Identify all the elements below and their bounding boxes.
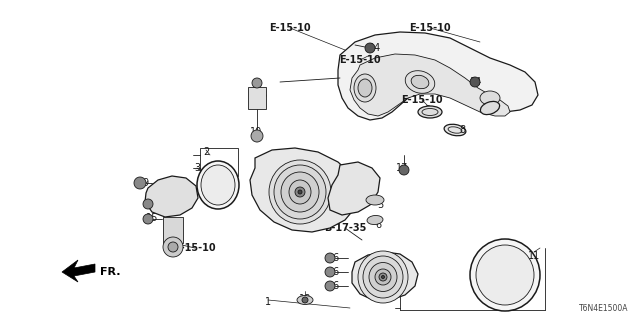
Ellipse shape bbox=[470, 239, 540, 311]
Polygon shape bbox=[145, 176, 198, 217]
Circle shape bbox=[365, 43, 375, 53]
Text: 9: 9 bbox=[142, 178, 148, 188]
Ellipse shape bbox=[405, 71, 435, 93]
Circle shape bbox=[251, 130, 263, 142]
Text: E-15-10: E-15-10 bbox=[409, 23, 451, 33]
Text: 6: 6 bbox=[375, 220, 381, 230]
Text: 18: 18 bbox=[299, 294, 311, 304]
Ellipse shape bbox=[358, 79, 372, 97]
Text: 1: 1 bbox=[265, 297, 271, 307]
Text: E-15-10: E-15-10 bbox=[269, 23, 311, 33]
Text: 12: 12 bbox=[504, 260, 516, 270]
Text: E-15-10: E-15-10 bbox=[339, 55, 381, 65]
Text: T6N4E1500A: T6N4E1500A bbox=[579, 304, 628, 313]
Text: 16: 16 bbox=[328, 281, 340, 291]
Text: 8: 8 bbox=[459, 125, 465, 135]
Ellipse shape bbox=[366, 195, 384, 205]
Text: 8: 8 bbox=[424, 105, 430, 115]
Text: 15: 15 bbox=[146, 199, 158, 209]
Circle shape bbox=[470, 77, 480, 87]
Text: 4: 4 bbox=[175, 190, 181, 200]
Ellipse shape bbox=[369, 262, 397, 292]
Text: E-15-10: E-15-10 bbox=[174, 243, 216, 253]
Ellipse shape bbox=[289, 180, 311, 204]
Text: 10: 10 bbox=[250, 127, 262, 137]
Ellipse shape bbox=[480, 91, 500, 105]
Circle shape bbox=[143, 214, 153, 224]
Circle shape bbox=[168, 242, 178, 252]
Text: 14: 14 bbox=[470, 77, 482, 87]
Ellipse shape bbox=[367, 215, 383, 225]
Bar bbox=[200, 148, 238, 176]
Text: 5: 5 bbox=[377, 200, 383, 210]
Ellipse shape bbox=[476, 245, 534, 305]
Text: 17: 17 bbox=[396, 163, 408, 173]
Text: 14: 14 bbox=[369, 43, 381, 53]
Ellipse shape bbox=[274, 165, 326, 219]
Polygon shape bbox=[328, 162, 380, 215]
Circle shape bbox=[163, 237, 183, 257]
Ellipse shape bbox=[297, 295, 313, 305]
Ellipse shape bbox=[295, 187, 305, 197]
Circle shape bbox=[325, 253, 335, 263]
Ellipse shape bbox=[358, 251, 408, 303]
Polygon shape bbox=[250, 148, 358, 232]
Circle shape bbox=[143, 199, 153, 209]
Ellipse shape bbox=[375, 269, 391, 285]
Ellipse shape bbox=[481, 101, 500, 115]
Circle shape bbox=[325, 267, 335, 277]
Polygon shape bbox=[350, 54, 510, 116]
Polygon shape bbox=[352, 252, 418, 300]
Text: 16: 16 bbox=[328, 253, 340, 263]
Ellipse shape bbox=[201, 165, 235, 205]
Ellipse shape bbox=[281, 172, 319, 212]
Ellipse shape bbox=[411, 75, 429, 89]
Bar bbox=[248, 87, 266, 109]
Text: B-17-35: B-17-35 bbox=[324, 223, 366, 233]
Circle shape bbox=[134, 177, 146, 189]
Text: 3: 3 bbox=[194, 163, 200, 173]
Circle shape bbox=[325, 281, 335, 291]
Text: 16: 16 bbox=[328, 267, 340, 277]
Ellipse shape bbox=[354, 74, 376, 102]
Ellipse shape bbox=[381, 276, 385, 278]
Text: 11: 11 bbox=[528, 251, 540, 261]
Text: FR.: FR. bbox=[100, 267, 120, 277]
Polygon shape bbox=[338, 32, 538, 120]
Text: 7: 7 bbox=[488, 102, 494, 112]
Ellipse shape bbox=[418, 106, 442, 118]
Text: 13: 13 bbox=[256, 90, 268, 100]
Text: 15: 15 bbox=[146, 213, 158, 223]
Ellipse shape bbox=[363, 256, 403, 298]
Ellipse shape bbox=[298, 190, 302, 194]
Bar bbox=[163, 217, 183, 243]
Ellipse shape bbox=[269, 160, 331, 224]
Polygon shape bbox=[62, 260, 95, 282]
Text: 2: 2 bbox=[203, 147, 209, 157]
Circle shape bbox=[302, 297, 308, 303]
Circle shape bbox=[252, 78, 262, 88]
Ellipse shape bbox=[444, 124, 466, 136]
Ellipse shape bbox=[197, 161, 239, 209]
Circle shape bbox=[399, 165, 409, 175]
Text: E-15-10: E-15-10 bbox=[401, 95, 443, 105]
Ellipse shape bbox=[379, 273, 387, 281]
